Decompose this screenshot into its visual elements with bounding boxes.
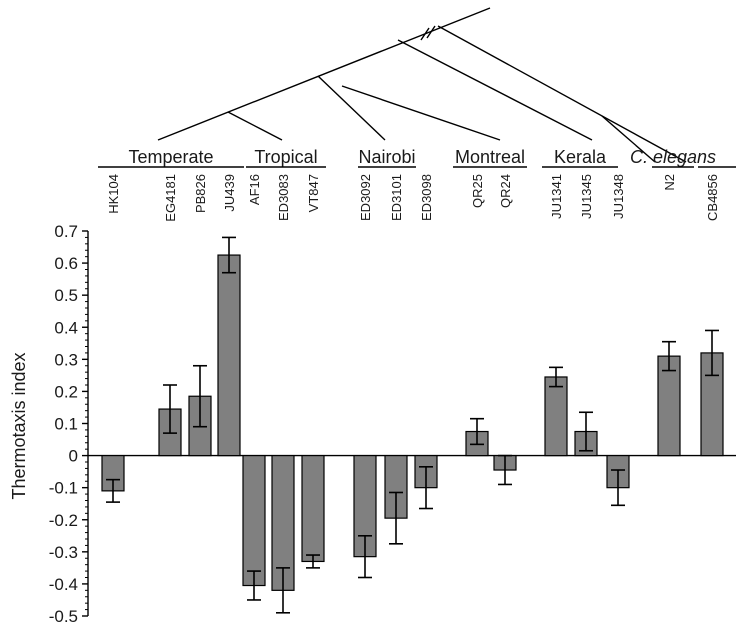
y-tick-label: 0.4 bbox=[54, 318, 78, 337]
tree-branch bbox=[397, 39, 593, 141]
y-tick-label: -0.3 bbox=[49, 543, 78, 562]
group-label: Montreal bbox=[455, 147, 525, 167]
y-tick-label: 0.2 bbox=[54, 382, 78, 401]
group-label: Temperate bbox=[128, 147, 213, 167]
strain-label: ED3101 bbox=[389, 174, 404, 221]
strain-label: ED3098 bbox=[419, 174, 434, 221]
y-tick-label: -0.4 bbox=[49, 575, 78, 594]
tree-branch bbox=[317, 75, 386, 141]
strain-label: EG4181 bbox=[163, 174, 178, 222]
bar-AF16 bbox=[242, 454, 266, 587]
tree-branch bbox=[601, 115, 656, 163]
phylogenetic-tree bbox=[157, 7, 687, 163]
strain-label: VT847 bbox=[306, 174, 321, 212]
bars bbox=[101, 236, 724, 614]
strain-label: JU439 bbox=[222, 174, 237, 212]
y-axis-title: Thermotaxis index bbox=[9, 352, 29, 499]
strain-label: QR24 bbox=[498, 174, 513, 208]
y-axis: 0.7 0.6 0.5 0.4 0.3 0.2 0.1 0 -0.1 -0.2 -0.3 -0.4 -0… bbox=[49, 222, 736, 624]
group-labels: Temperate Tropical Nairobi Montreal Kerala C.… bbox=[98, 147, 736, 168]
y-tick-label: 0.3 bbox=[54, 350, 78, 369]
y-tick-label: -0.5 bbox=[49, 607, 78, 624]
group-label: Nairobi bbox=[358, 147, 415, 167]
strain-labels: HK104 EG4181 PB826 JU439 AF16 ED3083 VT847 ED30… bbox=[106, 174, 720, 222]
bar-VT847 bbox=[301, 454, 325, 563]
group-label: Kerala bbox=[554, 147, 607, 167]
tree-branch bbox=[341, 85, 501, 141]
tree-break-mark bbox=[426, 25, 436, 39]
strain-label: HK104 bbox=[106, 174, 121, 214]
strain-label: AF16 bbox=[247, 174, 262, 205]
strain-label: JU1348 bbox=[611, 174, 626, 219]
tree-branch bbox=[157, 7, 491, 141]
strain-label: N2 bbox=[662, 174, 677, 191]
strain-label: QR25 bbox=[470, 174, 485, 208]
bar-JU439 bbox=[217, 254, 241, 457]
strain-label: JU1345 bbox=[579, 174, 594, 219]
tree-break-mark bbox=[420, 27, 430, 41]
tree-branch bbox=[227, 111, 283, 141]
y-tick-label: 0 bbox=[69, 447, 78, 466]
strain-label: PB826 bbox=[193, 174, 208, 213]
y-tick-label: 0.6 bbox=[54, 254, 78, 273]
group-label: Tropical bbox=[254, 147, 317, 167]
bar-JU1341 bbox=[544, 376, 568, 457]
tree-branch bbox=[437, 25, 687, 163]
strain-label: ED3092 bbox=[358, 174, 373, 221]
y-tick-label: 0.7 bbox=[54, 222, 78, 241]
y-tick-label: -0.1 bbox=[49, 479, 78, 498]
y-tick-label: -0.2 bbox=[49, 511, 78, 530]
group-label: C. elegans bbox=[630, 147, 716, 167]
y-tick-label: 0.1 bbox=[54, 415, 78, 434]
strain-label: CB4856 bbox=[705, 174, 720, 221]
y-tick-label: 0.5 bbox=[54, 286, 78, 305]
strain-label: ED3083 bbox=[276, 174, 291, 221]
strain-label: JU1341 bbox=[549, 174, 564, 219]
